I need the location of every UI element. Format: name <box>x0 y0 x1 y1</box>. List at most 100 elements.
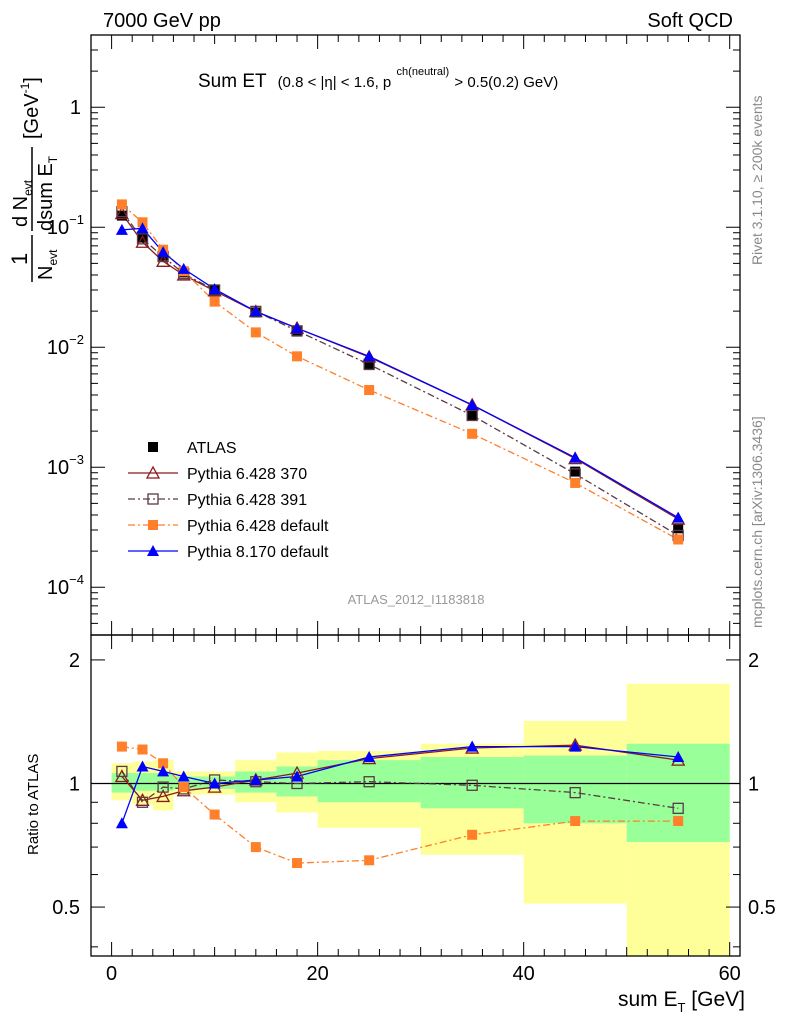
point-atlas <box>116 210 127 221</box>
point-py6_391 <box>466 409 478 422</box>
ratio-series-markers <box>114 737 686 869</box>
ratio-y-tick-label: 0.5 <box>52 897 80 919</box>
analysis-watermark: ATLAS_2012_I1183818 <box>348 592 485 607</box>
series-line-py6_391 <box>121 211 679 537</box>
point-py8_default <box>208 777 221 789</box>
point-atlas <box>364 360 375 371</box>
point-py8_default <box>363 350 376 362</box>
point-py6_default <box>250 327 261 338</box>
legend: ATLAS Pythia 6.428 370 Pythia 6.428 391 Pyt… <box>128 440 329 561</box>
ratio-y-tick-label-right: 1 <box>748 773 759 795</box>
point-py6_default <box>209 809 220 820</box>
legend-item-py8_default: Pythia 8.170 default <box>128 544 329 561</box>
ratio-ylabel: Ratio to ATLAS <box>25 754 42 855</box>
x-axis-label: sum ET [GeV] <box>618 988 745 1015</box>
x-tick-label: 0 <box>106 963 117 985</box>
legend-label: ATLAS <box>187 440 237 457</box>
point-py8_default <box>569 740 582 752</box>
plot-title: Sum ET (0.8 < |η| < 1.6, p ch(neutral) >… <box>198 59 558 92</box>
point-py6_370 <box>156 789 171 803</box>
point-py8_default <box>208 283 221 295</box>
point-py6_default <box>673 816 684 827</box>
point-py6_370 <box>135 792 150 806</box>
legend-label: Pythia 6.428 370 <box>187 466 307 483</box>
band-green <box>523 755 627 824</box>
plot-title-detail-b: > 0.5(0.2) GeV) <box>454 74 558 91</box>
point-py8_default <box>291 770 304 782</box>
point-py6_default <box>116 741 127 752</box>
header-left: 7000 GeV pp <box>103 10 221 32</box>
point-atlas <box>467 410 478 421</box>
point-py6_391 <box>569 786 581 799</box>
y-tick-label: 10−4 <box>47 572 84 599</box>
plot-title-detail-a: (0.8 < |η| < 1.6, p <box>278 74 392 91</box>
point-py8_default <box>157 765 170 777</box>
point-py6_391 <box>672 802 684 814</box>
point-py6_default <box>570 816 581 827</box>
point-py6_default <box>467 829 478 840</box>
plot-title-detail-sup: ch(neutral) <box>397 66 450 78</box>
point-py8_default <box>177 770 190 782</box>
top-series-lines <box>121 203 679 541</box>
point-py8_default <box>672 511 685 523</box>
legend-label: Pythia 8.170 default <box>187 544 329 561</box>
point-py6_default <box>116 199 127 210</box>
point-py6_391 <box>116 765 128 778</box>
point-py8_default <box>363 751 376 763</box>
y-tick-label: 1 <box>70 97 81 119</box>
point-py8_default <box>136 760 149 772</box>
point-py8_default <box>672 751 685 763</box>
point-py8_default <box>115 817 128 829</box>
point-py6_391 <box>466 779 478 791</box>
point-py6_default <box>137 217 148 228</box>
x-tick-label: 60 <box>719 963 741 985</box>
point-py8_default <box>157 246 170 258</box>
point-py8_default <box>569 451 582 463</box>
top-ylabel: 1 Nevt d Nevt dsum ET [GeV-1] <box>7 77 60 282</box>
y-tick-label: 10−1 <box>47 212 84 239</box>
legend-item-py6_default: Pythia 6.428 default <box>128 518 329 535</box>
ylabel-one: 1 <box>7 253 32 265</box>
y-tick-label: 10−3 <box>47 452 84 479</box>
panel-frame <box>90 634 741 957</box>
legend-item-py6_370: Pythia 6.428 370 <box>128 465 307 483</box>
legend-label: Pythia 6.428 default <box>187 518 329 535</box>
point-py6_default <box>178 782 189 793</box>
point-py6_391 <box>136 233 149 245</box>
point-py8_default <box>291 322 304 334</box>
point-py6_default <box>364 855 375 866</box>
mcplots-label: mcplots.cern.ch [arXiv:1306.3436] <box>749 416 765 628</box>
point-py8_default <box>177 262 190 274</box>
top-series-markers <box>114 199 686 545</box>
point-atlas <box>673 523 684 534</box>
point-py6_391 <box>363 776 375 788</box>
band-green <box>420 757 524 809</box>
ylabel-dsum: dsum ET <box>35 155 60 231</box>
point-py6_391 <box>157 781 169 793</box>
top-axes: 10−4 10−3 10−2 10−1 1 <box>47 34 741 636</box>
rivet-label: Rivet 3.1.10, ≥ 200k events <box>749 95 765 265</box>
point-atlas <box>570 466 581 477</box>
point-py6_370 <box>114 206 129 220</box>
legend-marker <box>148 442 158 452</box>
point-py6_default <box>292 351 303 362</box>
ratio-axes: 0 20 40 60 0.5 0.5 1 1 2 2 <box>52 634 776 985</box>
legend-item-atlas: ATLAS <box>148 440 237 457</box>
point-py6_370 <box>135 234 150 248</box>
point-py8_default <box>466 399 479 411</box>
band-green <box>132 773 153 791</box>
y-tick-label: 10−2 <box>47 332 84 359</box>
ratio-y-tick-label: 2 <box>69 650 80 672</box>
legend-item-py6_391: Pythia 6.428 391 <box>128 492 307 509</box>
header-right: Soft QCD <box>647 10 733 32</box>
x-tick-label: 40 <box>513 963 535 985</box>
ratio-y-tick-label-right: 0.5 <box>748 897 776 919</box>
point-py6_default <box>137 744 148 755</box>
point-py8_default <box>249 305 262 317</box>
point-py6_default <box>209 296 220 307</box>
ratio-y-tick-label-right: 2 <box>748 650 759 672</box>
point-py6_default <box>158 758 169 769</box>
legend-marker <box>145 465 161 479</box>
point-py8_default <box>466 740 479 752</box>
